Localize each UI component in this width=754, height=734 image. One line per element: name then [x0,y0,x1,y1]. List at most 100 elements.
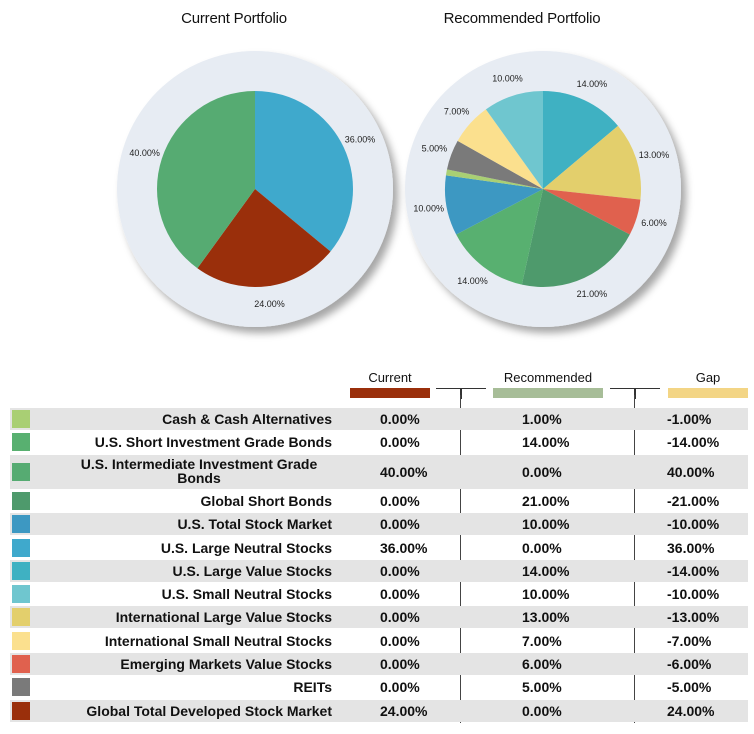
header-current: Current [368,370,412,385]
table-row: U.S. Intermediate Investment Grade Bonds… [10,454,748,489]
pie-slice [543,125,641,200]
slice-label: 36.00% [345,135,376,145]
color-swatch [12,462,30,481]
color-swatch [12,538,30,557]
cell-recommended: 5.00% [522,679,562,696]
slice-label: 14.00% [577,79,608,89]
pie-slice [456,189,543,285]
header-bracket [436,388,461,399]
color-swatch [12,410,30,428]
cell-recommended: 14.00% [522,434,570,451]
cell-gap: 36.00% [667,539,715,556]
cell-current: 24.00% [380,702,428,719]
cell-gap: -10.00% [667,586,720,603]
row-label: U.S. Intermediate Investment Grade Bonds [80,455,318,486]
slice-label: 24.00% [254,299,285,309]
cell-gap: -1.00% [667,411,712,427]
cell-current: 0.00% [380,586,420,603]
pie-slice [457,109,543,189]
current-portfolio-title: Current Portfolio [181,10,287,27]
slice-label: 40.00% [129,148,160,158]
cell-current: 0.00% [380,411,420,427]
cell-gap: 40.00% [667,463,715,480]
cell-current: 0.00% [380,434,420,451]
slice-label: 14.00% [457,276,488,286]
cell-current: 0.00% [380,562,420,579]
header-bracket [610,388,635,399]
row-label: U.S. Large Neutral Stocks [160,539,332,556]
cell-gap: -21.00% [667,492,720,509]
portfolio-pies: 36.00% 24.00% 40.00% 14.00% 13.00% 6.00% 21.0… [117,51,681,327]
table-row: U.S. Small Neutral Stocks 0.00% 10.00% -10.… [10,583,748,605]
row-label: Global Short Bonds [200,492,332,509]
table-row: Cash & Cash Alternatives 0.00% 1.00% -1.00% [10,408,748,430]
table-row: International Small Neutral Stocks 0.00% 7… [10,630,748,652]
slice-label: 7.00% [444,107,470,117]
recommended-pie: 14.00% 13.00% 6.00% 21.00% 14.00% 10.00% 5.00%… [413,74,669,300]
table-row: Global Total Developed Stock Market 24.00… [10,699,748,722]
cell-gap: -14.00% [667,562,720,579]
column-divider [634,395,635,723]
header-bracket [461,388,486,399]
cell-recommended: 0.00% [522,539,562,556]
pie-slice [255,91,353,252]
cell-recommended: 10.00% [522,586,570,603]
header-gap-bar [668,388,748,398]
cell-gap: -7.00% [667,632,712,649]
pie-slice [445,169,543,189]
pie-slice [543,91,618,189]
cell-current: 0.00% [380,492,420,509]
table-row: Global Short Bonds 0.00% 21.00% -21.00% [10,490,748,512]
column-divider [460,395,461,723]
header-recommended-bar [493,388,603,398]
table-row: U.S. Total Stock Market 0.00% 10.00% -10.00… [10,513,748,536]
cell-current: 0.00% [380,679,420,696]
cell-recommended: 13.00% [522,609,570,626]
row-label: U.S. Total Stock Market [177,516,332,533]
cell-recommended: 14.00% [522,562,570,579]
color-swatch [12,585,30,604]
cell-recommended: 0.00% [522,702,562,719]
cell-gap: -5.00% [667,679,712,696]
table-row: International Large Value Stocks 0.00% 13.… [10,606,748,629]
cell-gap: -14.00% [667,434,720,451]
table-row: U.S. Large Neutral Stocks 36.00% 0.00% 36.0… [10,537,748,559]
color-swatch [12,491,30,510]
slice-label: 13.00% [639,150,670,160]
cell-current: 0.00% [380,609,420,626]
slice-label: 6.00% [641,218,667,228]
slice-label: 10.00% [413,204,444,214]
slice-label: 10.00% [492,74,523,84]
cell-gap: -10.00% [667,516,720,533]
row-label: International Small Neutral Stocks [104,632,332,649]
row-label: Cash & Cash Alternatives [162,411,332,427]
row-label: Global Total Developed Stock Market [86,702,332,719]
row-label: International Large Value Stocks [115,609,332,626]
pie-slice [446,140,543,189]
current-pie: 36.00% 24.00% 40.00% [129,91,375,309]
pie-slice [521,189,630,287]
header-gap: Gap [695,370,721,385]
table-row: U.S. Large Value Stocks 0.00% 14.00% -14.00… [10,559,748,582]
cell-recommended: 7.00% [522,632,562,649]
cell-current: 40.00% [380,463,428,480]
header-bracket [635,388,660,399]
slice-label: 21.00% [577,289,608,299]
cell-recommended: 10.00% [522,516,570,533]
cell-current: 36.00% [380,539,428,556]
color-swatch [12,515,30,534]
cell-gap: -6.00% [667,656,712,672]
pie-slice [445,175,543,235]
cell-recommended: 1.00% [522,411,562,427]
recommended-portfolio-title: Recommended Portfolio [443,10,601,27]
row-label: U.S. Large Value Stocks [172,562,332,579]
color-swatch [12,655,30,673]
table-row: U.S. Short Investment Grade Bonds 0.00% 14… [10,431,748,453]
color-swatch [12,701,30,720]
pie-slice [157,91,255,269]
table-row: REITs 0.00% 5.00% -5.00% [10,676,748,698]
cell-current: 0.00% [380,516,420,533]
pie-slice [485,91,543,189]
slice-label: 5.00% [422,143,448,153]
row-label: REITs [293,679,332,696]
